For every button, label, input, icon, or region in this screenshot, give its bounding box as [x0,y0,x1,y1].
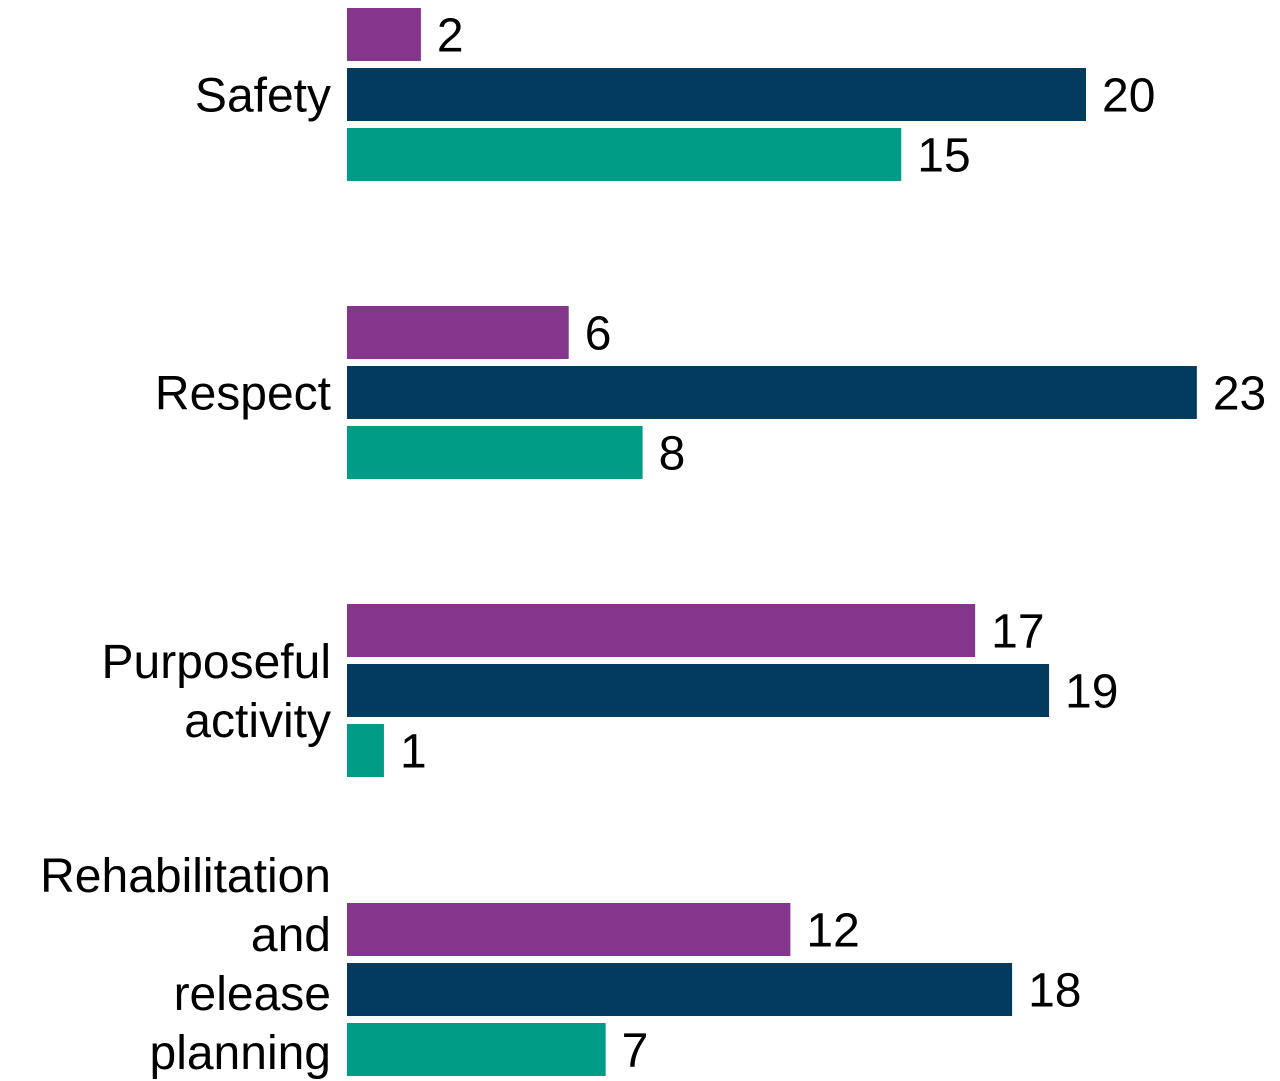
value-label: 2 [437,10,464,63]
value-label: 1 [400,726,427,779]
value-label: 19 [1065,666,1118,719]
bar-rehabilitation-and-release-planning-2 [347,963,1013,1016]
value-label: 15 [917,130,970,183]
bar-rehabilitation-and-release-planning-3 [347,1023,606,1076]
value-label: 18 [1028,965,1081,1018]
category-label-line: release [174,968,331,1021]
value-label: 17 [991,606,1044,659]
bar-respect-3 [347,426,643,479]
category-label-line: Safety [195,70,331,123]
category-label-line: Rehabilitation [40,850,331,903]
value-label: 8 [659,428,686,481]
category-label-line: planning [150,1027,332,1080]
value-labels: 2 20 15 6 23 8 17 19 1 12 18 7 [400,10,1266,1078]
bar-respect-2 [347,366,1197,419]
category-label-line: Purposeful [102,636,331,689]
bar-rehabilitation-and-release-planning-1 [347,903,791,956]
value-label: 12 [806,905,859,958]
category-label-line: Respect [155,368,331,421]
value-label: 23 [1213,368,1266,421]
value-label: 20 [1102,70,1155,123]
category-label-safety: Safety [195,70,331,123]
bar-respect-1 [347,306,569,359]
bar-safety-3 [347,128,902,181]
category-label-purposeful-activity: Purposeful activity [102,636,331,748]
bar-safety-2 [347,68,1086,121]
bar-safety-1 [347,8,421,61]
bar-purposeful-activity-2 [347,664,1050,717]
bars [347,8,1197,1076]
bar-purposeful-activity-3 [347,724,384,777]
value-label: 6 [585,308,612,361]
category-label-line: activity [184,695,331,748]
bar-purposeful-activity-1 [347,604,976,657]
category-labels: Safety Respect Purposeful activity Rehabilit… [40,70,331,1081]
category-label-line: and [251,909,331,962]
category-label-respect: Respect [155,368,331,421]
category-label-rehabilitation-and-release-planning: Rehabilitation and release planning [40,850,331,1080]
value-label: 7 [622,1025,649,1078]
